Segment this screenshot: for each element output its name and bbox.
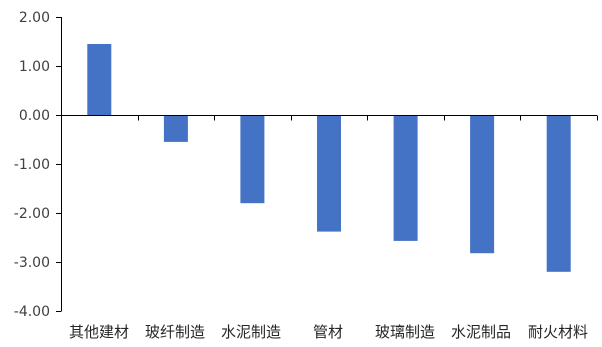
- bar: [163, 115, 188, 142]
- y-tick-label: -3.00: [14, 255, 50, 271]
- y-tick-label: 0.00: [19, 108, 50, 124]
- y-tick-label: 2.00: [19, 10, 50, 26]
- bar: [546, 115, 571, 272]
- bar: [87, 44, 112, 115]
- bar-series: [87, 44, 571, 272]
- x-category-label: 耐火材料: [528, 323, 588, 341]
- bar: [470, 115, 495, 254]
- x-category-label: 玻纤制造: [145, 323, 205, 341]
- y-tick-label: 1.00: [19, 59, 50, 75]
- x-category-label: 水泥制品: [451, 323, 511, 341]
- y-tick-label: -4.00: [14, 304, 50, 320]
- bar: [240, 115, 265, 204]
- x-category-label: 管材: [313, 323, 343, 341]
- x-category-label: 玻璃制造: [375, 323, 435, 341]
- bar: [393, 115, 418, 241]
- y-tick-label: -1.00: [14, 157, 50, 173]
- x-category-label: 其他建材: [69, 323, 129, 341]
- y-axis-tick-labels: 2.00 1.00 0.00 -1.00 -2.00 -3.00 -4.00: [14, 10, 50, 320]
- x-category-label: 水泥制造: [221, 323, 281, 341]
- y-tick-label: -2.00: [14, 206, 50, 222]
- axes: [56, 17, 598, 312]
- bar: [317, 115, 341, 232]
- x-axis-category-labels: 其他建材 玻纤制造 水泥制造 管材 玻璃制造 水泥制品 耐火材料: [69, 323, 588, 341]
